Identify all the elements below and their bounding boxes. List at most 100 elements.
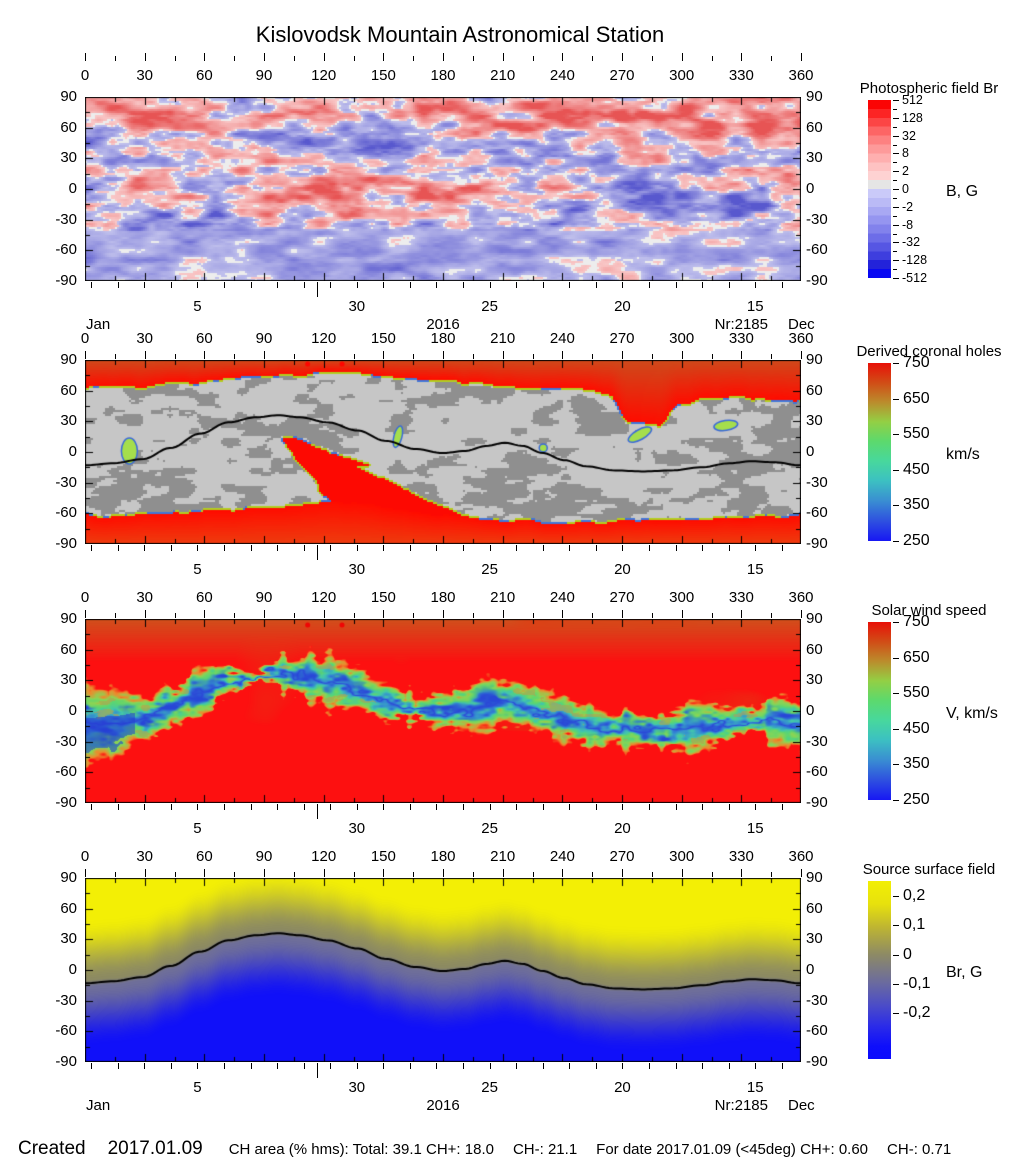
latitude-tick-label: 30 [806, 149, 823, 167]
date-tick-mark [303, 545, 305, 551]
date-tick-mark [489, 804, 491, 810]
latitude-tick-label: -60 [806, 504, 828, 522]
date-tick-label: 5 [193, 1079, 202, 1096]
longitude-tick-mark [264, 53, 265, 61]
longitude-tick-label: 0 [80, 589, 90, 606]
month-boundary-tick [316, 804, 318, 819]
colorbar-tick-label: 2 [902, 164, 909, 179]
longitude-tick-mark [592, 872, 594, 877]
colorbar-tick-label: 450 [903, 460, 930, 478]
date-tick-mark [383, 1063, 385, 1069]
photospheric-field-map [85, 97, 801, 281]
date-tick-mark [463, 282, 465, 288]
colorbar-tick-mark [893, 153, 899, 155]
latitude-tick-label: -60 [806, 241, 828, 259]
date-tick-mark [516, 282, 518, 288]
colorbar-tick-label: -2 [902, 199, 914, 214]
date-tick-label: 30 [348, 820, 366, 837]
colorbar-tick-label: -8 [902, 217, 914, 232]
latitude-tick-label: 90 [806, 88, 823, 105]
date-tick-mark [223, 282, 225, 288]
colorbar-tick-label: 0 [903, 945, 912, 963]
stat-ch-area: CH area (% hms): Total: 39.1 CH+: 18.0 [228, 1141, 494, 1158]
longitude-tick-mark [323, 53, 325, 61]
date-tick-mark [277, 1063, 279, 1069]
latitude-tick-label: -30 [55, 732, 77, 750]
latitude-tick-label: 0 [68, 961, 77, 978]
date-tick-mark [330, 804, 332, 810]
latitude-tick-label: 30 [806, 930, 823, 948]
longitude-tick-label: 360 [788, 589, 814, 606]
date-tick-mark [516, 804, 518, 810]
colorbar-tick-mark [893, 180, 897, 182]
longitude-tick-mark [562, 53, 564, 61]
date-tick-mark [223, 1063, 225, 1069]
longitude-tick-mark [353, 613, 355, 618]
longitude-tick-mark [502, 53, 504, 61]
longitude-tick-label: 30 [136, 67, 153, 84]
latitude-tick-label: 90 [806, 610, 823, 627]
colorbar-tick-label: 650 [903, 389, 930, 407]
colorbar-gradient [868, 363, 891, 541]
longitude-tick-label: 360 [788, 848, 814, 865]
month-start-label: Jan [86, 316, 111, 333]
date-tick-mark [409, 1063, 411, 1069]
latitude-tick-label: -90 [806, 535, 828, 552]
longitude-tick-mark [383, 53, 385, 61]
colorbar-tick-mark [893, 983, 899, 985]
longitude-tick-mark [144, 610, 146, 618]
latitude-tick-label: -60 [55, 504, 77, 522]
date-tick-mark [436, 545, 438, 551]
longitude-tick-mark [234, 56, 236, 61]
month-end-label: Dec [788, 1097, 815, 1114]
longitude-tick-label: 240 [549, 330, 575, 347]
longitude-tick-mark [174, 613, 176, 618]
latitude-tick-label: -30 [55, 991, 77, 1009]
longitude-tick-mark [144, 351, 146, 359]
longitude-tick-mark [114, 354, 116, 359]
date-tick-mark [542, 804, 544, 810]
colorbar-tick-label: 32 [902, 128, 916, 143]
date-tick-mark [702, 545, 704, 551]
longitude-tick-label: 30 [136, 848, 153, 865]
date-tick-mark [675, 1063, 677, 1069]
colorbar-tick-label: 450 [903, 719, 930, 737]
longitude-tick-mark [234, 872, 236, 877]
longitude-tick-mark [443, 610, 444, 618]
latitude-tick-label: 60 [60, 118, 77, 136]
stat-for-date: For date 2017.01.09 (<45deg) CH+: 0.60 [596, 1141, 869, 1158]
colorbar-tick-label: -0,2 [903, 1003, 931, 1021]
latitude-tick-label: -60 [806, 763, 828, 781]
longitude-tick-mark [413, 872, 415, 877]
created-date: 2017.01.09 [107, 1138, 203, 1159]
longitude-tick-label: 0 [80, 848, 90, 865]
colorbar-tick-label: -512 [902, 271, 928, 285]
date-tick-mark [755, 1063, 757, 1069]
date-tick-mark [489, 1063, 491, 1069]
longitude-tick-label: 240 [549, 848, 575, 865]
date-tick-mark [117, 545, 119, 551]
longitude-tick-label: 270 [609, 330, 635, 347]
colorbar-tick-mark [893, 925, 899, 927]
longitude-tick-label: 210 [490, 848, 516, 865]
date-tick-mark [223, 804, 225, 810]
month-boundary-tick [316, 545, 318, 560]
latitude-tick-label: 90 [60, 869, 77, 886]
date-tick-mark [250, 545, 252, 551]
longitude-tick-mark [353, 354, 355, 359]
latitude-tick-label: 30 [60, 149, 77, 167]
date-tick-mark [170, 545, 172, 551]
colorbar-tick-label: 250 [903, 532, 930, 549]
date-tick-mark [197, 545, 199, 551]
longitude-tick-mark [85, 53, 86, 61]
longitude-tick-mark [472, 56, 474, 61]
date-tick-mark [728, 545, 730, 551]
latitude-tick-label: 90 [806, 351, 823, 368]
longitude-tick-label: 330 [728, 330, 754, 347]
longitude-tick-mark [681, 351, 683, 359]
date-tick-mark [356, 545, 358, 551]
latitude-tick-label: -90 [806, 794, 828, 811]
colorbar-tick-mark [893, 251, 897, 253]
date-tick-mark [144, 1063, 146, 1069]
longitude-tick-mark [711, 56, 713, 61]
